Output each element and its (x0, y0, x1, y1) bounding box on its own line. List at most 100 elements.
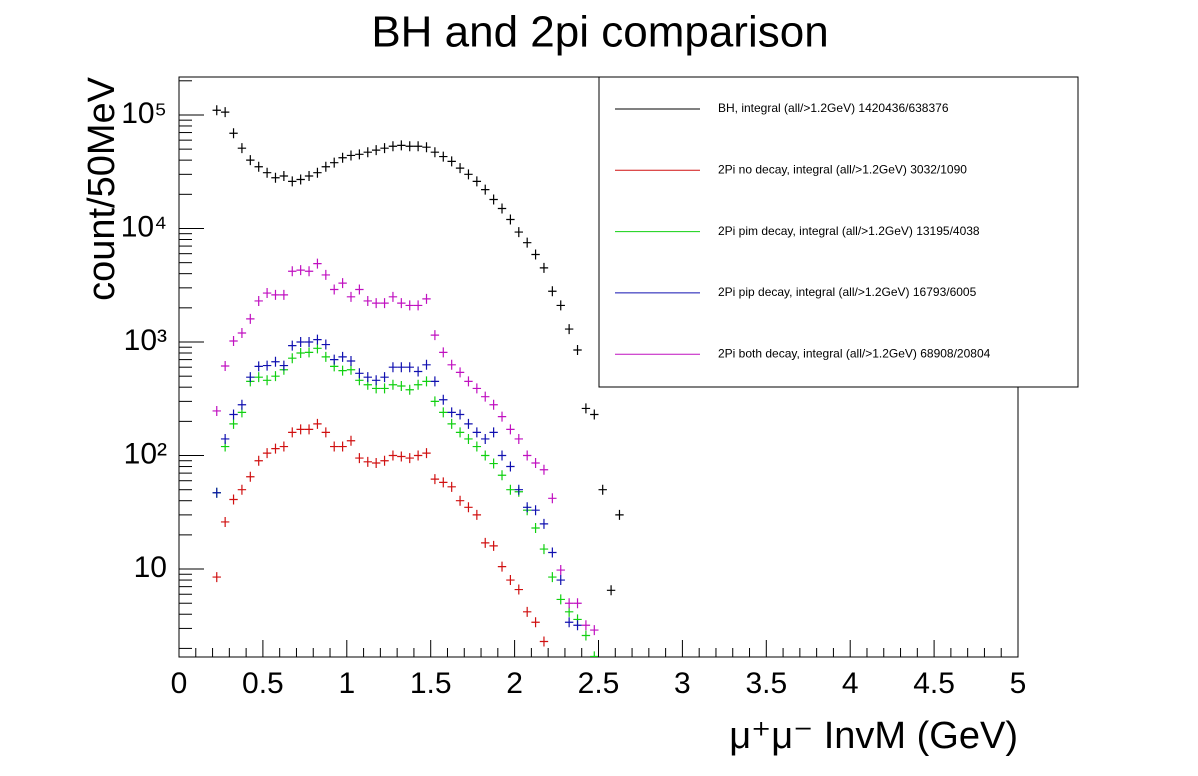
data-point (296, 337, 305, 348)
data-point (371, 457, 381, 468)
data-point (388, 379, 398, 390)
data-point (355, 284, 364, 295)
plot-area (212, 105, 624, 657)
data-point (531, 249, 540, 260)
data-point (497, 411, 507, 422)
data-point (548, 286, 557, 297)
x-tick-label: 2 (506, 667, 523, 700)
chart-title: BH and 2pi comparison (371, 8, 828, 57)
data-point (380, 372, 389, 383)
data-point (573, 620, 582, 631)
data-point (271, 172, 280, 183)
data-point (489, 427, 498, 438)
data-point (422, 448, 431, 459)
data-point (497, 450, 507, 461)
data-point (497, 561, 507, 572)
data-point (380, 298, 389, 309)
data-point (271, 443, 280, 454)
data-point (405, 362, 414, 373)
data-point (564, 606, 574, 617)
data-point (581, 630, 591, 641)
y-tick-label: 10³ (124, 324, 167, 357)
data-point (481, 184, 490, 195)
data-point (271, 289, 280, 300)
data-point (246, 155, 255, 166)
data-point (279, 170, 289, 181)
data-point (447, 407, 456, 418)
data-point (564, 617, 574, 628)
data-point (338, 278, 347, 289)
data-point (405, 453, 414, 464)
x-tick-label: 0.5 (242, 667, 284, 700)
data-point (564, 324, 574, 335)
data-point (397, 451, 406, 462)
x-tick-label: 4.5 (913, 667, 955, 700)
data-point (514, 227, 523, 238)
y-tick-label: 10⁴ (121, 210, 167, 243)
data-point (590, 625, 599, 636)
data-point (539, 636, 549, 647)
data-point (548, 493, 557, 504)
data-point (522, 606, 532, 617)
data-point (397, 140, 406, 151)
data-point (531, 522, 540, 533)
data-point (288, 340, 297, 351)
data-point (564, 598, 574, 609)
data-point (606, 585, 616, 596)
data-point (413, 141, 423, 152)
data-point (254, 161, 263, 172)
data-point (296, 265, 305, 276)
data-point (288, 353, 297, 364)
data-point (556, 594, 565, 605)
data-point (262, 360, 272, 371)
data-point (539, 518, 549, 529)
data-point (481, 450, 490, 461)
data-point (397, 362, 406, 373)
data-point (439, 477, 448, 488)
data-point (464, 433, 473, 444)
data-point (246, 471, 255, 482)
data-point (371, 298, 381, 309)
data-point (380, 383, 389, 394)
data-point (531, 457, 540, 468)
legend-label: BH, integral (all/>1.2GeV) 1420436/63837… (718, 101, 949, 115)
data-point (388, 141, 398, 152)
data-point (397, 380, 406, 391)
data-point (472, 176, 482, 187)
data-point (506, 484, 515, 495)
data-point (262, 448, 272, 459)
data-point (422, 376, 431, 387)
data-point (514, 484, 523, 495)
data-point (279, 289, 289, 300)
data-point (455, 367, 465, 378)
data-point (405, 300, 414, 311)
data-point (556, 300, 565, 311)
x-tick-label: 5 (1010, 667, 1027, 700)
data-point (304, 424, 314, 435)
data-point (330, 157, 339, 168)
data-point (254, 295, 263, 306)
data-point (506, 424, 515, 435)
data-point (330, 284, 339, 295)
data-point (506, 575, 515, 586)
data-point (447, 359, 456, 370)
data-point (229, 409, 238, 420)
data-point (581, 620, 591, 631)
x-tick-label: 3 (674, 667, 691, 700)
data-point (422, 359, 431, 370)
data-point (514, 433, 523, 444)
data-point (304, 347, 314, 358)
data-point (380, 143, 389, 154)
data-point (355, 453, 364, 464)
data-point (439, 347, 448, 358)
data-point (430, 396, 440, 407)
data-point (313, 167, 322, 178)
data-point (455, 163, 465, 174)
data-point (237, 484, 247, 495)
data-point (229, 128, 238, 139)
data-point (472, 427, 482, 438)
data-point (506, 461, 515, 472)
data-point (363, 372, 372, 383)
data-point (296, 174, 305, 185)
data-point (246, 313, 255, 324)
